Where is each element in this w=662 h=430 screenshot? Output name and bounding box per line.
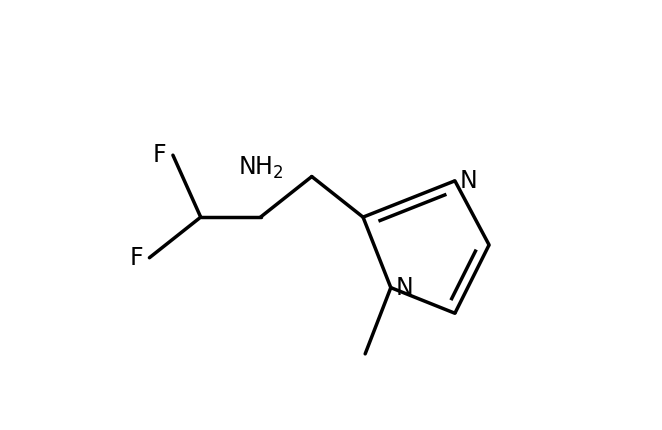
Text: N: N [396,276,414,300]
Text: NH$_2$: NH$_2$ [238,155,283,181]
Text: F: F [153,143,167,167]
Text: N: N [460,169,478,193]
Text: F: F [129,246,143,270]
